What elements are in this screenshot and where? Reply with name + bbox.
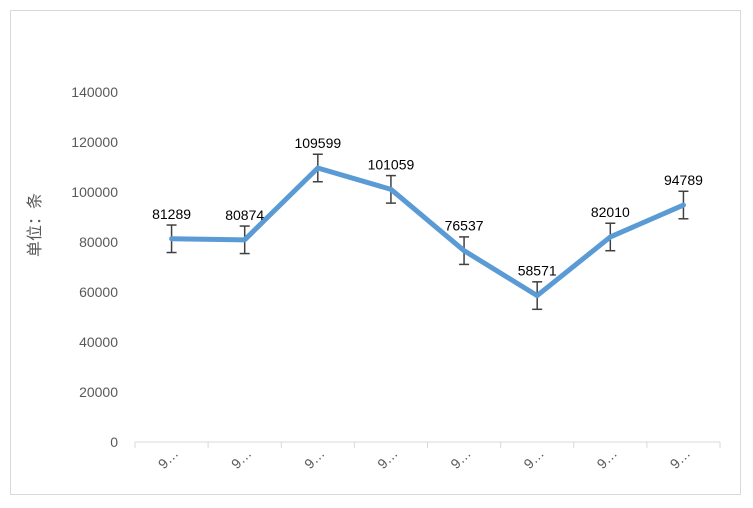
data-label: 101059 xyxy=(368,156,415,172)
x-axis: 9… 9… 9… 9… 9… 9… 9… 9… xyxy=(134,442,721,472)
y-axis-label: 单位：条 xyxy=(25,193,44,257)
y-axis: 0 20000 40000 60000 80000 100000 120000 140000 xyxy=(71,84,118,450)
x-tick-label: 9… xyxy=(228,445,255,472)
data-labels: 81289 80874 109599 101059 76537 58571 82010 947… xyxy=(152,135,703,279)
x-tick-label: 9… xyxy=(593,445,620,472)
data-label: 80874 xyxy=(225,207,264,223)
data-label: 82010 xyxy=(591,204,630,220)
y-tick-label: 20000 xyxy=(79,384,118,400)
x-tick-label: 9… xyxy=(520,445,547,472)
error-bars xyxy=(166,153,689,311)
y-tick-label: 80000 xyxy=(79,234,118,250)
y-tick-label: 120000 xyxy=(71,134,118,150)
y-tick-label: 100000 xyxy=(71,184,118,200)
y-tick-label: 140000 xyxy=(71,84,118,100)
data-label: 81289 xyxy=(152,206,191,222)
data-label: 109599 xyxy=(294,135,341,151)
data-label: 58571 xyxy=(518,263,557,279)
y-tick-label: 60000 xyxy=(79,284,118,300)
y-tick-label: 40000 xyxy=(79,334,118,350)
x-tick-label: 9… xyxy=(667,445,694,472)
series-line xyxy=(169,165,686,299)
x-tick-label: 9… xyxy=(155,445,182,472)
y-tick-label: 0 xyxy=(110,434,118,450)
x-tick-label: 9… xyxy=(301,445,328,472)
data-label: 94789 xyxy=(664,172,703,188)
chart-frame xyxy=(10,10,741,495)
data-label: 76537 xyxy=(445,218,484,234)
x-tick-label: 9… xyxy=(374,445,401,472)
x-tick-label: 9… xyxy=(447,445,474,472)
